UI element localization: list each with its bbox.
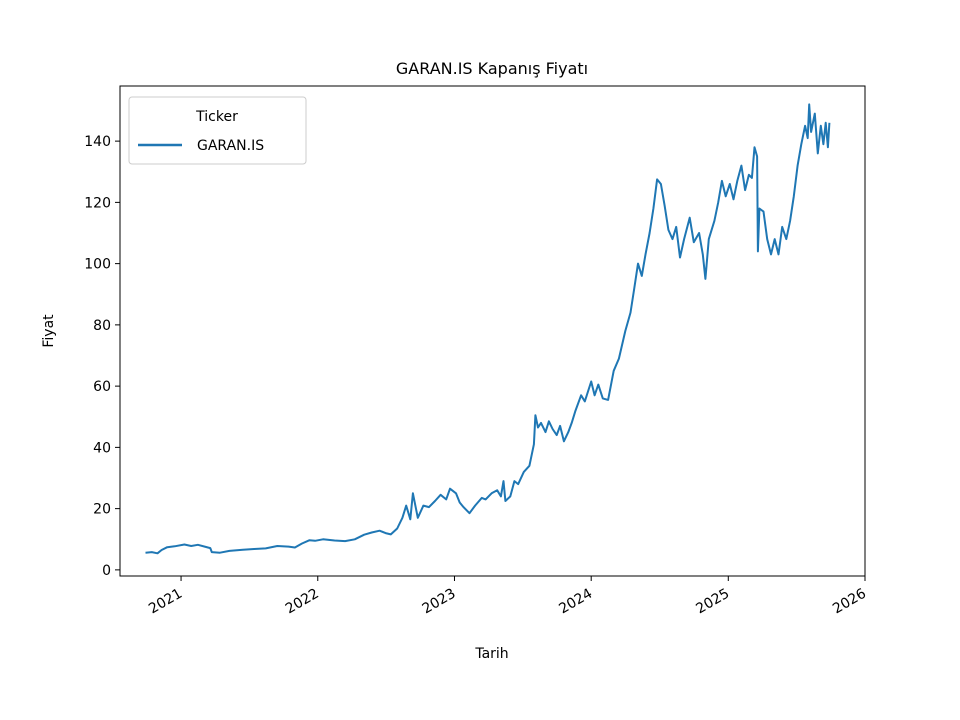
legend-frame (128, 96, 307, 165)
x-axis-label: Tarih (474, 646, 508, 662)
plot-area (119, 85, 866, 577)
series-line-garan-is (145, 103, 831, 555)
y-tick-label: 100 (84, 257, 111, 273)
y-tick-label: 20 (93, 502, 111, 518)
y-axis-label: Fiyat (41, 314, 57, 348)
y-axis-ticks: 0 20 40 60 80 100 120 140 (84, 134, 120, 579)
y-tick-label: 80 (93, 318, 111, 334)
y-tick-label: 120 (84, 195, 111, 211)
y-tick-label: 60 (93, 379, 111, 395)
legend-entry-garan-is: GARAN.IS (197, 138, 264, 154)
y-tick-label: 40 (93, 440, 111, 456)
legend-title: Ticker (195, 109, 238, 125)
y-tick-label: 140 (84, 134, 111, 150)
y-tick-label: 0 (102, 563, 111, 579)
legend: Ticker GARAN.IS (128, 96, 307, 165)
axes-frame (119, 85, 866, 577)
chart-title: GARAN.IS Kapanış Fiyatı (396, 59, 588, 78)
